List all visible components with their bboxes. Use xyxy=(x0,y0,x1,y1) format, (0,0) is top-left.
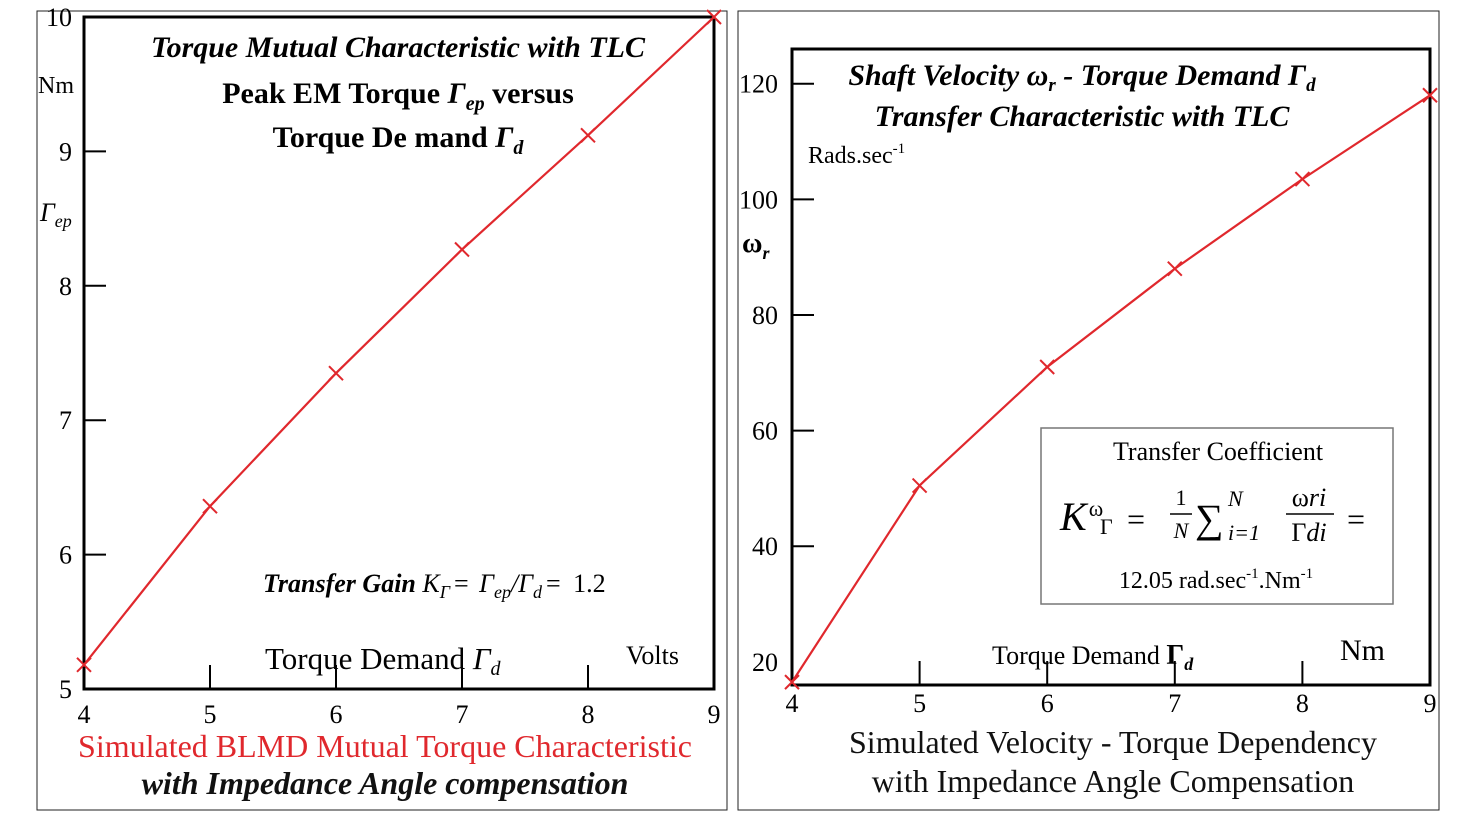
right-data-point xyxy=(784,674,800,690)
left-data-point xyxy=(202,498,218,514)
coefficient-frac-denominator: N xyxy=(1173,518,1190,543)
left-y-unit: Nm xyxy=(38,73,74,99)
coefficient-title: Transfer Coefficient xyxy=(1113,437,1324,466)
right-y-tick-label: 60 xyxy=(752,417,778,446)
right-x-tick-label: 9 xyxy=(1424,689,1437,718)
right-caption-line2: with Impedance Angle Compensation xyxy=(872,763,1355,799)
left-y-tick-label: 8 xyxy=(59,272,72,301)
right-chart-panel: 4 5 6 7 8 9 20 40 60 80 100 120 Shaft Velocity ωr -… xyxy=(737,10,1440,811)
coefficient-frac-numerator: 1 xyxy=(1176,485,1187,510)
right-data-point xyxy=(1167,261,1183,277)
right-y-tick-label: 20 xyxy=(752,648,778,677)
left-panel-border xyxy=(36,10,728,811)
summation-icon: ∑ xyxy=(1195,496,1224,541)
summation-lower-limit: i=1 xyxy=(1228,520,1260,545)
left-x-tick-label: 5 xyxy=(204,700,217,729)
right-y-label: ωr xyxy=(742,228,770,263)
coefficient-k-symbol: Kω xyxy=(1059,494,1103,539)
right-data-point xyxy=(911,477,928,494)
left-series xyxy=(76,9,722,673)
left-series-line xyxy=(83,16,715,666)
left-y-tick-label: 10 xyxy=(46,3,72,32)
right-x-tick-label: 5 xyxy=(913,689,926,718)
left-data-point xyxy=(76,657,92,673)
left-x-unit: Volts xyxy=(626,641,679,670)
right-x-tick-label: 8 xyxy=(1296,689,1309,718)
summation-upper-limit: N xyxy=(1227,486,1244,511)
coefficient-ratio-denominator: Γdi xyxy=(1291,518,1326,547)
left-x-tick-label: 6 xyxy=(330,700,343,729)
left-y-tick-label: 5 xyxy=(59,675,72,704)
right-x-tick-label: 4 xyxy=(786,689,799,718)
right-panel-border xyxy=(737,10,1440,811)
right-data-point xyxy=(1294,171,1311,187)
right-series-line xyxy=(791,94,1431,683)
coefficient-box-border xyxy=(1040,427,1394,605)
left-y-label: Γep xyxy=(39,198,72,231)
left-title-line2: Peak EM Torque Γep versus xyxy=(222,77,574,115)
right-data-point xyxy=(1422,87,1438,103)
right-title-line2: Transfer Characteristic with TLC xyxy=(875,100,1291,133)
left-y-tick-label: 9 xyxy=(59,137,72,166)
right-data-point xyxy=(1039,359,1055,375)
right-y-tick-label: 120 xyxy=(739,70,778,99)
left-x-tick-label: 4 xyxy=(78,700,91,729)
coefficient-equals: = xyxy=(1127,501,1145,537)
right-title-line1: Shaft Velocity ωr - Torque Demand Γd xyxy=(848,59,1316,96)
right-x-tick-label: 7 xyxy=(1168,689,1181,718)
left-data-point xyxy=(706,9,722,25)
transfer-coefficient-box: Transfer Coefficient Kω Γ = 1 N ∑ N i=1 … xyxy=(1040,427,1394,605)
right-caption-line1: Simulated Velocity - Torque Dependency xyxy=(849,724,1377,760)
left-x-label: Torque Demand Γd xyxy=(265,641,502,680)
left-y-tick-label: 6 xyxy=(59,541,72,570)
left-caption-line2: with Impedance Angle compensation xyxy=(142,765,629,801)
left-data-point xyxy=(454,241,470,258)
right-y-tick-label: 80 xyxy=(752,301,778,330)
left-title-line1: Torque Mutual Characteristic with TLC xyxy=(151,31,646,64)
coefficient-ratio-numerator: ωri xyxy=(1292,483,1326,512)
right-ticks: 4 5 6 7 8 9 20 40 60 80 100 120 xyxy=(739,70,1437,718)
left-y-tick-label: 7 xyxy=(59,406,72,435)
left-caption-line1: Simulated BLMD Mutual Torque Characteris… xyxy=(78,728,692,764)
left-title-line3: Torque De mand Γd xyxy=(273,121,525,159)
left-x-tick-label: 7 xyxy=(456,700,469,729)
left-plot-area xyxy=(82,15,716,691)
right-x-unit: Nm xyxy=(1340,634,1385,667)
coefficient-value: 12.05 rad.sec-1.Nm-1 xyxy=(1119,566,1313,594)
left-data-point xyxy=(328,365,344,381)
right-x-tick-label: 6 xyxy=(1041,689,1054,718)
right-series xyxy=(784,87,1438,690)
right-x-label: Torque Demand Γd xyxy=(992,640,1194,674)
right-y-unit: Rads.sec-1 xyxy=(808,141,905,169)
coefficient-k-subscript: Γ xyxy=(1100,514,1113,539)
left-x-tick-label: 8 xyxy=(582,700,595,729)
coefficient-equals-2: = xyxy=(1347,501,1365,537)
right-plot-area xyxy=(790,47,1432,687)
right-y-tick-label: 100 xyxy=(739,185,778,214)
left-transfer-gain: Transfer Gain KΓ = Γep/Γd = 1.2 xyxy=(263,569,606,602)
right-y-tick-label: 40 xyxy=(752,532,778,561)
left-x-tick-label: 9 xyxy=(708,700,721,729)
left-data-point xyxy=(580,127,596,143)
